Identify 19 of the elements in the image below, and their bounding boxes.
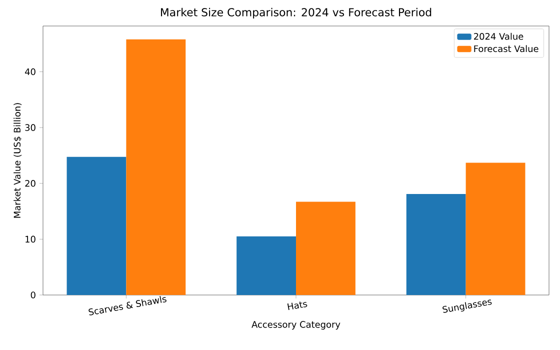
chart-title: Market Size Comparison: 2024 vs Forecast Period [161,8,432,18]
legend-label: 2024 Value [474,32,524,40]
y-tick-label: 30 [25,124,36,131]
y-tick-label: 40 [25,68,36,76]
x-tick-label: Scarves & Shawls [88,296,166,316]
bar [406,194,466,295]
y-axis-title: Market Value (US$ Billion) [14,103,22,218]
y-tick-label: 20 [25,180,36,187]
x-tick-label: Hats [287,302,308,310]
bar [236,236,296,295]
x-axis-title: Accessory Category [252,321,340,330]
legend-label: Forecast Value [474,45,538,52]
bar [66,156,126,295]
bar [126,39,186,295]
y-tick-label: 10 [26,236,36,243]
x-tick-label: Sunglasses [442,300,492,313]
bar [296,202,356,295]
y-tick-label: 0 [30,292,36,298]
bar [466,162,526,295]
